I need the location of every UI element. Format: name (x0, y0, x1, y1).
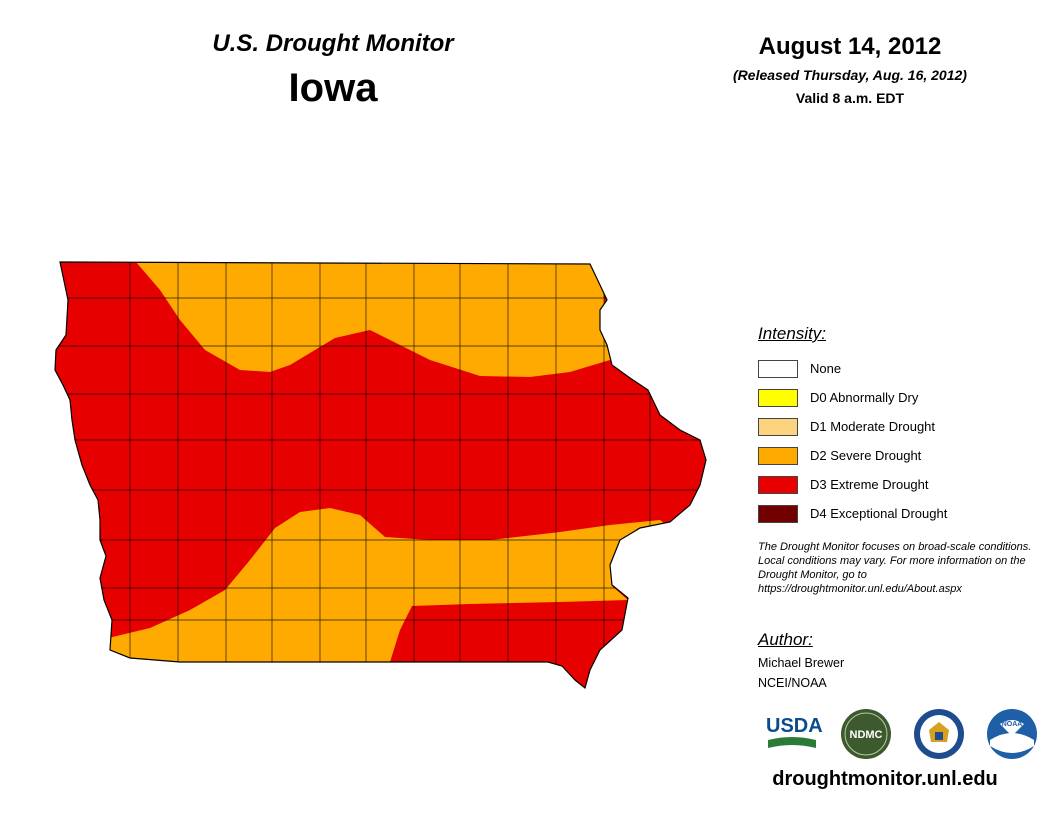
svg-text:NOAA: NOAA (1002, 721, 1023, 728)
legend-swatch (758, 504, 798, 523)
monitor-title: U.S. Drought Monitor (212, 30, 454, 57)
legend-swatch (758, 475, 798, 494)
legend-label: None (810, 361, 842, 376)
legend-swatch (758, 446, 798, 465)
legend-swatch (758, 417, 798, 436)
map-date: August 14, 2012 (758, 33, 942, 60)
legend-item-none: None (758, 354, 1048, 383)
legend-item-d3: D3 Extreme Drought (758, 470, 1048, 499)
legend-label: D3 Extreme Drought (810, 477, 929, 492)
legend-item-d4: D4 Exceptional Drought (758, 499, 1048, 528)
release-date: (Released Thursday, Aug. 16, 2012) (733, 67, 967, 83)
legend-label: D2 Severe Drought (810, 448, 922, 463)
legend-item-d0: D0 Abnormally Dry (758, 383, 1048, 412)
legend-label: D1 Moderate Drought (810, 419, 936, 434)
website-link[interactable]: droughtmonitor.unl.edu (772, 768, 998, 790)
legend-swatch (758, 388, 798, 407)
legend-item-d2: D2 Severe Drought (758, 441, 1048, 470)
partner-logos: USDA NDMC NOAA (766, 709, 1037, 759)
iowa-drought-map (54, 261, 707, 690)
disclaimer-note: The Drought Monitor focuses on broad-sca… (758, 541, 1032, 595)
iowa-state-outline (54, 261, 707, 690)
svg-text:USDA: USDA (766, 715, 823, 737)
commerce-seal-logo (914, 709, 964, 759)
author-org: NCEI/NOAA (758, 676, 827, 690)
legend-label: D0 Abnormally Dry (810, 390, 919, 405)
usda-logo: USDA (766, 715, 823, 748)
region-d2-south (100, 508, 668, 675)
legend-swatch (758, 359, 798, 378)
noaa-logo: NOAA (987, 709, 1037, 759)
legend-label: D4 Exceptional Drought (810, 506, 948, 521)
region-d2-north (130, 262, 610, 377)
ndmc-logo: NDMC (841, 709, 891, 759)
legend-title: Intensity: (758, 324, 827, 343)
author-heading: Author: (758, 630, 813, 649)
valid-time: Valid 8 a.m. EDT (795, 90, 905, 106)
author-name: Michael Brewer (758, 656, 845, 670)
svg-text:NDMC: NDMC (850, 729, 883, 741)
state-title: Iowa (288, 66, 378, 110)
legend-item-d1: D1 Moderate Drought (758, 412, 1048, 441)
legend: Intensity: None D0 Abnormally Dry D1 Mod… (758, 324, 1048, 528)
